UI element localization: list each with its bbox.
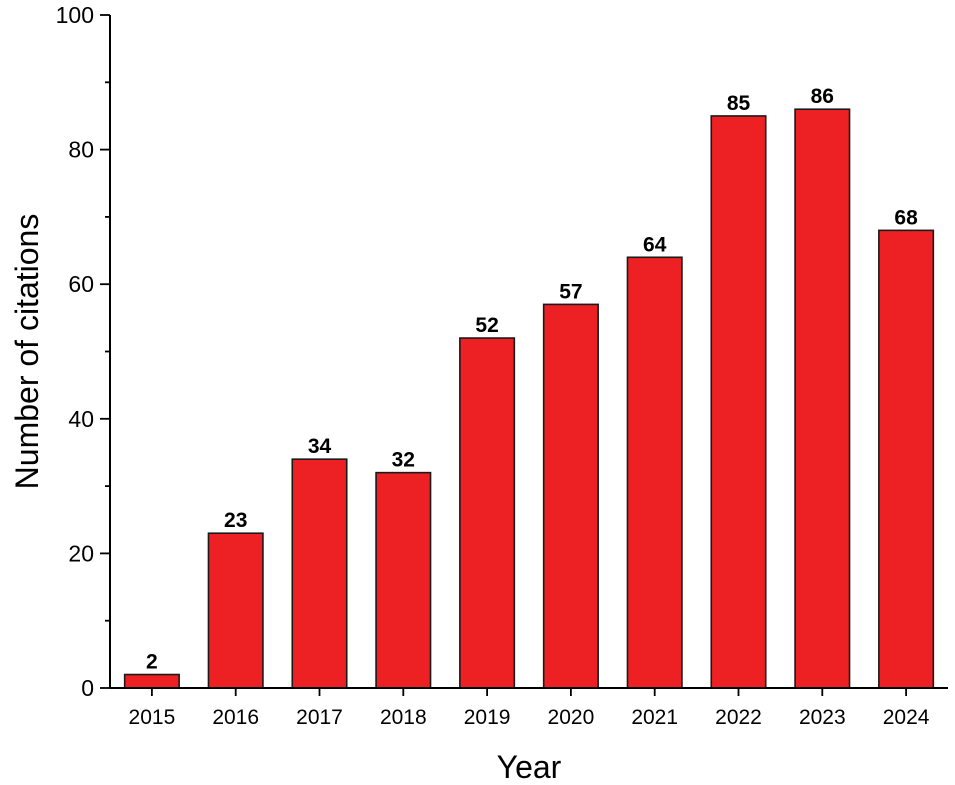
x-ticks-layer: 2015 2016 2017 2018 2019 2020 2021 2022 2023 2024 <box>129 688 930 729</box>
bar-2020 <box>542 303 599 689</box>
data-label-2024: 68 <box>894 206 918 229</box>
y-tick-label-100: 100 <box>56 2 94 28</box>
y-tick-label-0: 0 <box>81 675 94 701</box>
bars-layer <box>123 108 935 689</box>
x-axis-title: Year <box>497 749 562 785</box>
bar-2019 <box>459 337 516 689</box>
bar-2022 <box>710 115 767 689</box>
x-tick-label-2021: 2021 <box>631 706 678 729</box>
x-tick-label-2024: 2024 <box>883 706 930 729</box>
bar-2021 <box>626 256 683 689</box>
data-label-2017: 34 <box>308 435 332 458</box>
y-tick-label-80: 80 <box>68 137 94 163</box>
x-tick-label-2016: 2016 <box>212 706 259 729</box>
data-label-2019: 52 <box>475 314 498 337</box>
x-tick-label-2020: 2020 <box>548 706 595 729</box>
data-label-2021: 64 <box>643 233 667 256</box>
bar-2024 <box>878 229 935 689</box>
x-tick-label-2017: 2017 <box>296 706 343 729</box>
data-label-2022: 85 <box>727 92 751 115</box>
data-label-2018: 32 <box>392 449 415 472</box>
data-label-2023: 86 <box>811 85 834 108</box>
y-tick-label-40: 40 <box>68 406 94 432</box>
bar-2017 <box>291 458 348 689</box>
y-axis-title: Number of citations <box>9 214 45 490</box>
x-tick-label-2018: 2018 <box>380 706 427 729</box>
y-tick-label-60: 60 <box>68 271 94 297</box>
bar-2015 <box>123 673 180 689</box>
data-label-2020: 57 <box>559 280 582 303</box>
x-tick-label-2022: 2022 <box>715 706 762 729</box>
x-tick-label-2015: 2015 <box>129 706 176 729</box>
x-tick-label-2019: 2019 <box>464 706 511 729</box>
data-label-2016: 23 <box>224 509 247 532</box>
data-labels-layer: 2 23 34 32 52 57 64 85 86 68 <box>146 85 918 673</box>
bar-2023 <box>794 108 851 689</box>
data-label-2015: 2 <box>146 651 158 674</box>
bar-2018 <box>375 471 432 689</box>
y-ticks-layer: 0 20 40 60 80 100 <box>56 2 110 701</box>
bar-2016 <box>207 532 264 689</box>
y-tick-label-20: 20 <box>68 540 94 566</box>
x-tick-label-2023: 2023 <box>799 706 846 729</box>
